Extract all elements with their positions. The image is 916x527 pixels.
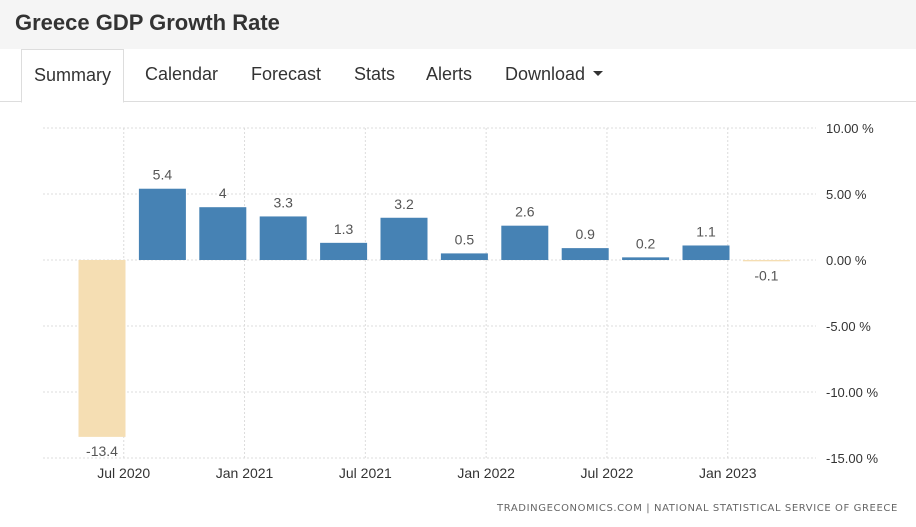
tab-forecast[interactable]: Forecast (251, 64, 322, 84)
page-header: Greece GDP Growth Rate (0, 0, 916, 50)
bar (561, 248, 609, 260)
tab-stats[interactable]: Stats (354, 64, 396, 84)
data-label: 4 (219, 185, 227, 201)
data-label: 3.2 (394, 196, 414, 212)
y-tick-label: -5.00 % (826, 319, 871, 334)
bar (138, 188, 186, 260)
caret-down-icon (593, 70, 604, 76)
x-tick-label: Jan 2021 (216, 465, 274, 481)
bar (199, 207, 247, 260)
tab-alerts[interactable]: Alerts (426, 64, 473, 84)
y-tick-label: -15.00 % (826, 451, 878, 466)
data-label: 0.5 (455, 231, 475, 247)
bar (501, 225, 549, 260)
bar (380, 217, 428, 260)
data-label: -0.1 (754, 267, 778, 283)
bar (742, 260, 790, 262)
y-tick-label: 5.00 % (826, 187, 867, 202)
data-label: 0.2 (636, 235, 656, 251)
x-tick-label: Jan 2022 (457, 465, 515, 481)
tab-summary[interactable]: Summary (21, 49, 125, 103)
data-label: 3.3 (273, 194, 293, 210)
tab-download[interactable]: Download (505, 49, 604, 101)
data-label: -13.4 (86, 443, 118, 459)
tab-bar: Summary Calendar Forecast Stats Alerts D… (0, 49, 916, 103)
data-label: 1.1 (696, 223, 716, 239)
tab-calendar[interactable]: Calendar (145, 64, 219, 84)
data-label: 1.3 (334, 221, 354, 237)
source-credit[interactable]: TRADINGECONOMICS.COM | NATIONAL STATISTI… (497, 503, 898, 514)
x-tick-label: Jan 2023 (699, 465, 757, 481)
x-tick-label: Jul 2022 (580, 465, 633, 481)
y-tick-label: -10.00 % (826, 385, 878, 400)
y-tick-label: 10.00 % (826, 121, 874, 136)
bar (320, 242, 368, 260)
bar (622, 257, 670, 260)
y-tick-label: 0.00 % (826, 253, 867, 268)
x-tick-label: Jul 2020 (97, 465, 150, 481)
x-tick-label: Jul 2021 (339, 465, 392, 481)
data-label: 0.9 (575, 226, 595, 242)
tab-download-label: Download (505, 64, 586, 84)
bar (682, 245, 730, 260)
data-label: 2.6 (515, 204, 535, 220)
page-title: Greece GDP Growth Rate (15, 10, 280, 35)
data-label: 5.4 (153, 167, 173, 183)
bar (78, 260, 126, 437)
bar (259, 216, 307, 260)
bar (440, 253, 488, 260)
